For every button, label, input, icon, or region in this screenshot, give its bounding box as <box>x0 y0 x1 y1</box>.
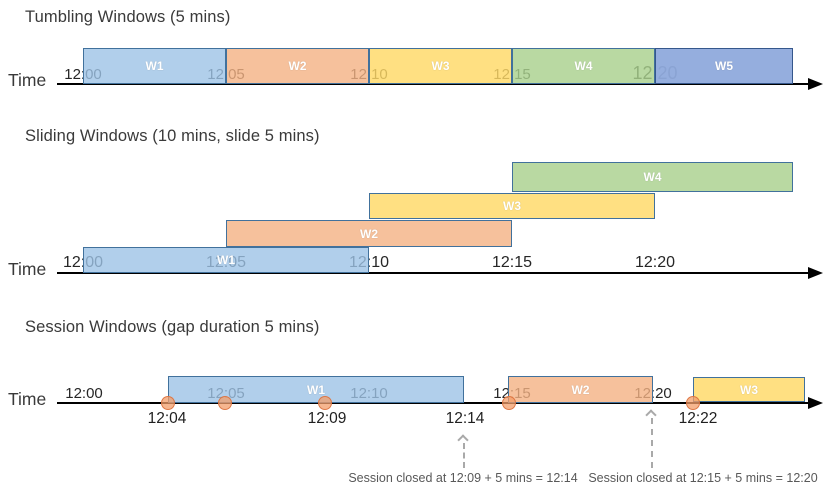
window-box-sliding-w1: W1 <box>83 247 369 273</box>
section-title-tumbling: Tumbling Windows (5 mins) <box>25 8 231 26</box>
section-title-sliding: Sliding Windows (10 mins, slide 5 mins) <box>25 127 320 145</box>
time-axis-label-session: Time <box>8 389 47 409</box>
session-close-arrow-0 <box>463 443 465 468</box>
tick-label-sliding-12-15: 12:15 <box>491 254 533 271</box>
window-box-sliding-w3: W3 <box>369 193 655 219</box>
window-box-tumbling-w4: W4 <box>512 48 655 84</box>
window-box-session-w3: W3 <box>693 377 805 402</box>
session-close-annotation-1: Session closed at 12:15 + 5 mins = 12:20 <box>588 471 818 485</box>
event-dot-session-4 <box>686 396 700 410</box>
time-axis-line-session <box>57 402 808 404</box>
window-box-tumbling-w1: W1 <box>83 48 226 84</box>
window-label-sliding-w1: W1 <box>217 253 235 267</box>
window-label-tumbling-w1: W1 <box>145 59 164 73</box>
window-label-sliding-w3: W3 <box>503 199 521 213</box>
window-label-tumbling-w4: W4 <box>574 59 593 73</box>
window-box-sliding-w4: W4 <box>512 162 793 192</box>
window-box-tumbling-w3: W3 <box>369 48 512 84</box>
event-dot-session-1 <box>218 396 232 410</box>
event-dot-session-0 <box>161 396 175 410</box>
tick-label-session-12-00: 12:00 <box>65 385 103 402</box>
event-dot-session-3 <box>502 396 516 410</box>
time-axis-line-sliding <box>57 272 808 274</box>
window-box-tumbling-w2: W2 <box>226 48 369 84</box>
event-dot-session-2 <box>318 396 332 410</box>
window-label-sliding-w2: W2 <box>360 226 378 241</box>
window-box-session-w1: W1 <box>168 376 464 403</box>
axis-arrowhead-icon-tumbling <box>808 78 823 90</box>
window-box-session-w2: W2 <box>508 376 653 403</box>
session-close-annotation-0: Session closed at 12:09 + 5 mins = 12:14 <box>348 471 578 485</box>
window-label-tumbling-w5: W5 <box>715 59 733 73</box>
axis-arrowhead-icon-session <box>808 397 823 409</box>
time-axis-label-sliding: Time <box>8 259 47 279</box>
tick-label-sliding-12-20: 12:20 <box>634 254 676 271</box>
window-label-session-w2: W2 <box>571 382 590 397</box>
axis-arrowhead-icon-sliding <box>808 267 823 279</box>
window-box-tumbling-w5: W5 <box>655 48 793 84</box>
window-label-session-w3: W3 <box>740 382 758 397</box>
window-label-tumbling-w3: W3 <box>431 59 450 73</box>
event-time-label-12-14: 12:14 <box>445 410 485 427</box>
event-time-label-12-04: 12:04 <box>147 410 187 427</box>
time-axis-label-tumbling: Time <box>8 70 47 90</box>
session-close-arrow-1 <box>651 418 653 468</box>
window-label-sliding-w4: W4 <box>643 170 662 184</box>
section-title-session: Session Windows (gap duration 5 mins) <box>25 318 320 336</box>
window-label-tumbling-w2: W2 <box>288 59 307 73</box>
time-axis-line-tumbling <box>57 83 808 85</box>
window-box-sliding-w2: W2 <box>226 220 512 247</box>
event-time-label-12-22: 12:22 <box>678 410 718 427</box>
window-label-session-w1: W1 <box>307 382 325 397</box>
event-time-label-12-09: 12:09 <box>307 410 347 427</box>
